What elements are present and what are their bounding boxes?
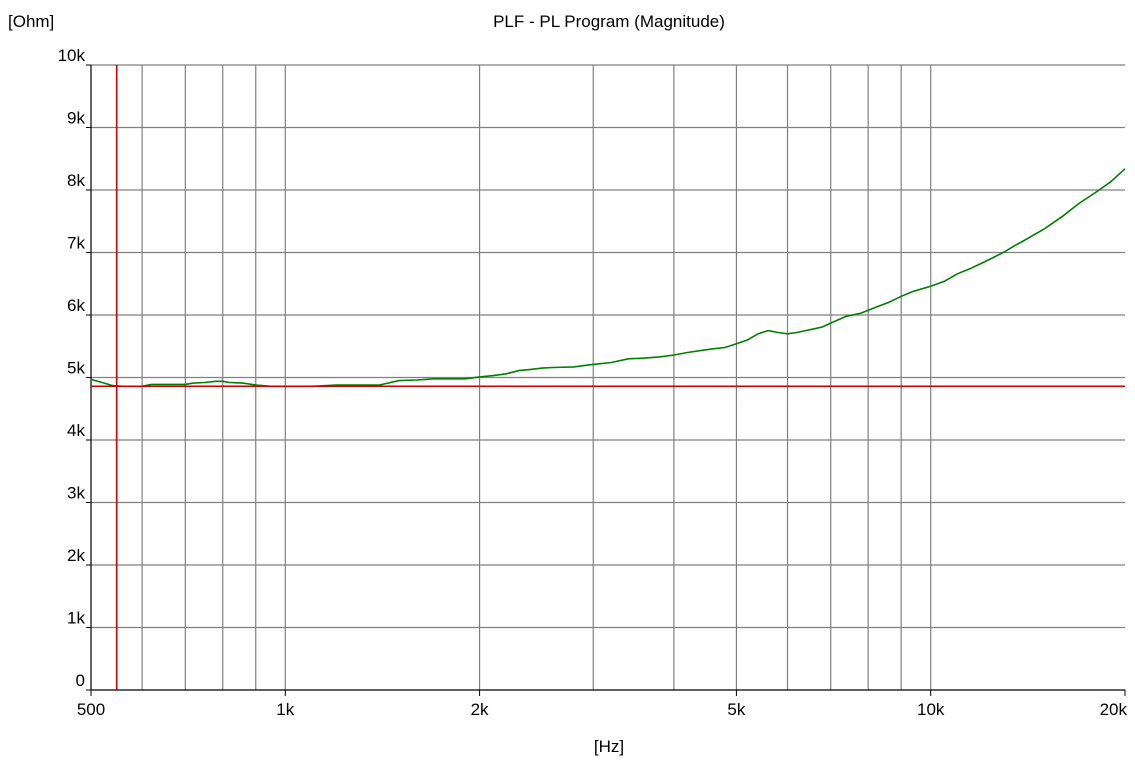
y-tick-label: 10k	[58, 46, 86, 65]
y-tick-label: 7k	[67, 234, 85, 253]
x-tick-label: 1k	[276, 700, 294, 719]
series-group	[90, 168, 1126, 388]
x-tick-label: 5k	[727, 700, 745, 719]
x-tick-label: 500	[77, 700, 105, 719]
x-tick-labels: 500 1k 2k 5k 10k 20k	[77, 690, 1128, 719]
y-tick-label: 5k	[67, 359, 85, 378]
y-tick-label: 3k	[67, 484, 85, 503]
series-line-0	[90, 168, 1126, 388]
x-axis-label: [Hz]	[594, 737, 624, 756]
y-tick-label: 9k	[67, 109, 85, 128]
x-tick-label: 20k	[1100, 700, 1128, 719]
x-tick-label: 2k	[471, 700, 489, 719]
y-tick-label: 6k	[67, 296, 85, 315]
chart-title: PLF - PL Program (Magnitude)	[493, 12, 725, 31]
y-tick-label: 1k	[67, 609, 85, 628]
y-tick-label: 0	[76, 671, 85, 690]
marker-lines	[91, 65, 1125, 690]
y-tick-label: 2k	[67, 546, 85, 565]
horizontal-gridlines	[91, 64, 1125, 629]
y-tick-label: 4k	[67, 421, 85, 440]
vertical-gridlines	[141, 65, 932, 690]
y-tick-label: 8k	[67, 171, 85, 190]
y-tick-labels: 0 1k 2k 3k 4k 5k 6k 7k 8k 9k 10k	[58, 46, 91, 691]
x-tick-label: 10k	[917, 700, 945, 719]
y-axis-label: [Ohm]	[8, 12, 54, 31]
